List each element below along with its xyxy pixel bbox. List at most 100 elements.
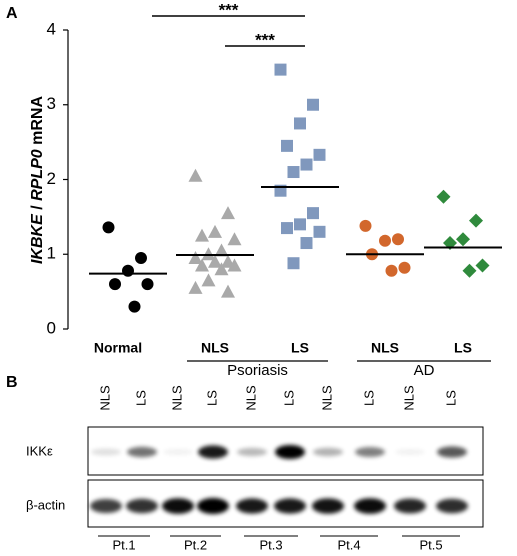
point [135,251,147,264]
point [287,257,300,270]
point [122,264,134,277]
group-label: AD [414,362,435,379]
band [274,498,306,514]
y-tick-label: 3 [47,94,56,113]
point [281,139,293,152]
point [214,262,229,276]
panel-label: A [6,5,18,22]
point [398,261,411,274]
band [126,498,158,514]
band [197,498,229,514]
patient-label: Pt.2 [184,537,207,552]
point [359,219,372,232]
lane-label: LS [281,390,296,406]
x-tick-label: NLS [371,340,399,356]
point [201,247,216,261]
lane-label: LS [133,390,148,406]
point [281,222,293,235]
band [162,498,194,514]
point [300,158,313,171]
point [307,98,319,111]
band [312,498,344,514]
x-tick-label: LS [291,340,309,356]
point [462,263,477,278]
lane-label: NLS [243,385,258,411]
band [91,448,121,456]
point [287,166,300,179]
point [208,224,222,238]
point [188,250,203,264]
band [90,499,122,513]
point [307,207,319,220]
y-tick-label: 2 [47,169,56,188]
y-axis-label: IKBKE / RPLP0 mRNA [29,96,46,265]
x-tick-label: Normal [94,340,142,356]
band [127,446,157,458]
significance-label: *** [255,30,275,49]
y-label-ref: RPLP0 [29,149,46,201]
point [109,278,121,291]
lane-label: NLS [97,385,112,411]
y-label-unit: mRNA [29,96,46,145]
band [395,448,425,456]
point [102,221,115,234]
band [198,445,228,459]
point [436,189,451,204]
lane-label: LS [204,390,219,406]
patient-label: Pt.5 [419,537,442,552]
lane-label: LS [443,390,458,406]
y-tick-label: 0 [47,318,56,337]
lane-label: NLS [319,385,334,411]
panel-label: B [6,374,18,391]
point [294,117,306,130]
point [274,63,287,76]
row-label: IKKε [26,443,53,458]
point [188,280,203,294]
y-tick-label: 4 [47,19,56,38]
y-label-gene: IKBKE [29,213,46,264]
band [355,447,385,457]
point [313,225,326,238]
point [385,264,398,277]
band [236,498,268,514]
point [214,243,229,257]
band [313,447,343,457]
point [294,218,306,231]
y-label-sep: / [29,205,46,210]
point [475,258,490,273]
row-label: β-actin [26,497,65,512]
band [163,448,193,456]
point [227,258,242,272]
point [195,228,209,242]
band [237,447,267,457]
point [195,258,209,272]
lane-label: LS [361,390,376,406]
point [201,273,216,287]
point [141,278,154,291]
patient-label: Pt.3 [259,537,282,552]
point [456,232,470,247]
point [221,206,235,220]
point [300,237,313,250]
significance-label: *** [219,0,239,19]
point [221,284,235,298]
lane-label: NLS [401,385,416,411]
point [469,213,483,228]
band [275,445,305,459]
x-tick-label: LS [454,340,472,356]
point [227,232,242,246]
point [379,234,391,247]
band [354,498,386,514]
point [208,254,222,268]
group-label: Psoriasis [227,362,288,379]
point [313,148,326,161]
point [188,168,203,182]
band [394,498,426,514]
y-tick-label: 1 [47,244,56,263]
band [437,446,467,458]
patient-label: Pt.1 [112,537,135,552]
lane-label: NLS [169,385,184,411]
point [392,233,404,246]
patient-label: Pt.4 [337,537,360,552]
